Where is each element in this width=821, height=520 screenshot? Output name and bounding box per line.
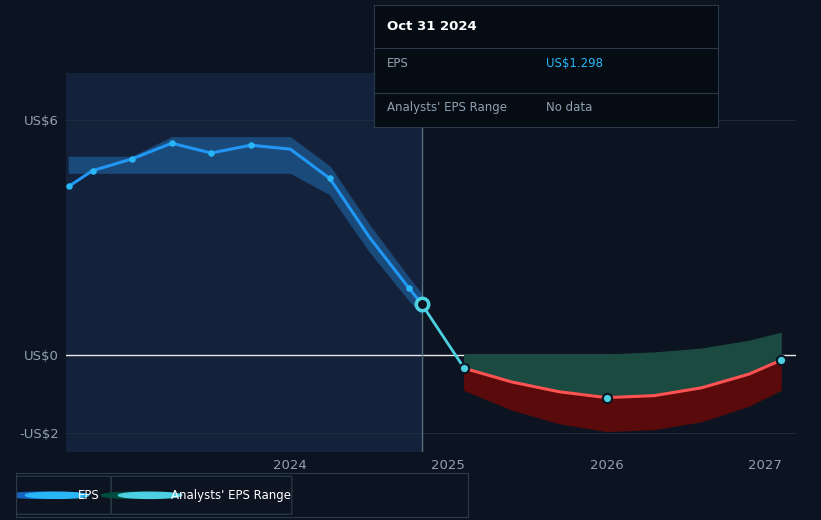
Point [244,141,257,149]
Point [165,139,178,147]
Text: US$1.298: US$1.298 [546,57,603,70]
Point [86,166,99,175]
Text: Oct 31 2024: Oct 31 2024 [388,20,477,33]
Text: EPS: EPS [77,489,99,502]
Text: No data: No data [546,100,592,113]
Text: EPS: EPS [388,57,409,70]
FancyBboxPatch shape [16,476,112,514]
Point [204,149,218,157]
Text: Actual: Actual [379,85,417,98]
Text: Analysts' EPS Range: Analysts' EPS Range [388,100,507,113]
Point [600,394,613,402]
Point [774,356,787,365]
FancyBboxPatch shape [112,476,292,514]
Point [457,364,470,372]
Circle shape [118,492,181,498]
Point [62,182,76,190]
Point [402,284,415,292]
Point [126,155,139,163]
Circle shape [101,492,164,498]
Point [323,174,337,183]
Bar [66,73,421,452]
Text: Analysts Forecasts: Analysts Forecasts [426,85,536,98]
Circle shape [8,492,71,498]
Point [415,300,428,308]
Circle shape [25,492,89,498]
Text: Analysts' EPS Range: Analysts' EPS Range [171,489,291,502]
